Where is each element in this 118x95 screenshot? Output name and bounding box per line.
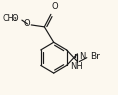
Text: NH: NH — [70, 62, 83, 71]
Text: O: O — [24, 19, 30, 28]
Text: O: O — [12, 14, 18, 23]
Text: CH₃: CH₃ — [2, 14, 17, 23]
Text: N: N — [79, 52, 86, 61]
Text: Br: Br — [91, 52, 100, 61]
Text: O: O — [52, 2, 58, 11]
